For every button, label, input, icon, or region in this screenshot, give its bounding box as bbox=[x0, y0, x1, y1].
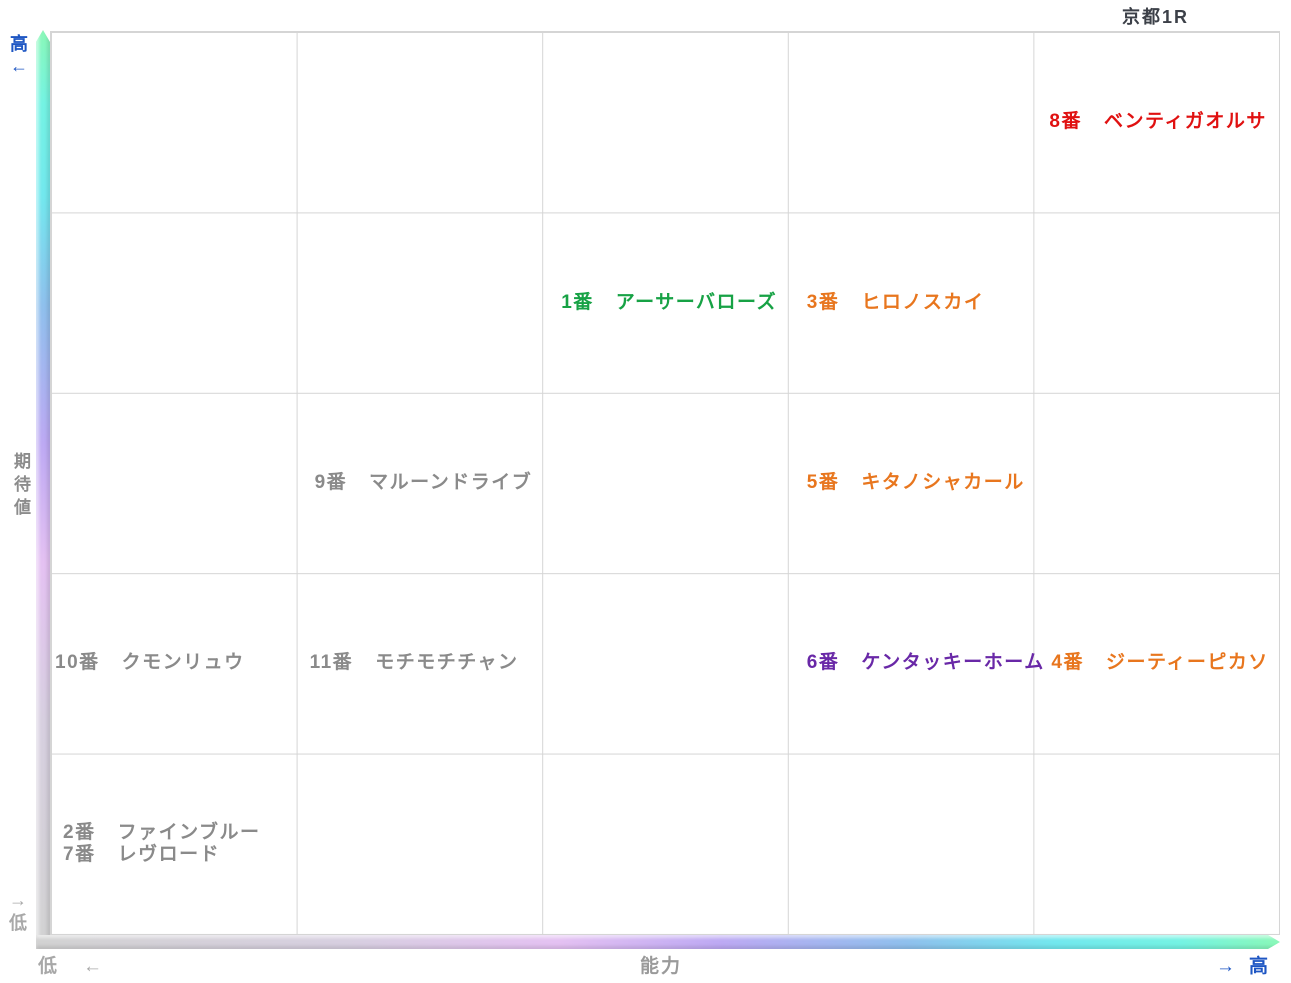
plot-area: 8番 ベンティガオルサ 1番 アーサーバローズ 3番 ヒロノスカイ 9番 マルーンドライブ 5番… bbox=[50, 31, 1280, 935]
horse-name: ヒロノスカイ bbox=[861, 291, 985, 313]
y-axis-name: 期待値 bbox=[11, 452, 30, 521]
horse-entry: 7番 レヴロード bbox=[63, 844, 220, 866]
x-high-arrow-icon: → bbox=[1216, 956, 1235, 977]
horse-entry: 10番 クモンリュウ bbox=[55, 652, 245, 674]
horse-number: 9番 bbox=[314, 472, 348, 493]
x-axis-high-label: → 高 bbox=[1216, 951, 1268, 978]
horse-entry: 6番 ケンタッキーホーム bbox=[807, 652, 1045, 674]
y-low-arrow-icon: → bbox=[9, 890, 27, 910]
x-low-arrow-icon: ← bbox=[83, 956, 103, 977]
horse-number: 4番 bbox=[1051, 652, 1084, 674]
horse-entry: 8番 ベンティガオルサ bbox=[1049, 111, 1266, 133]
horse-number: 11番 bbox=[309, 652, 354, 674]
horse-entry: 2番 ファインブルー bbox=[63, 822, 261, 844]
x-low-text: 低 bbox=[38, 956, 58, 977]
y-high-arrow-icon: ← bbox=[10, 56, 28, 76]
horse-entry: 5番 キタノシャカール bbox=[807, 472, 1025, 494]
horse-name: モチモチチャン bbox=[375, 652, 519, 674]
y-high-text: 高 bbox=[10, 34, 28, 54]
race-title: 京都1R bbox=[1122, 7, 1190, 27]
horse-name: アーサーバローズ bbox=[615, 291, 778, 313]
horse-name: ファインブルー bbox=[117, 821, 261, 843]
y-axis-high-label: 高 ← bbox=[5, 33, 33, 77]
horse-name: ケンタッキーホーム bbox=[861, 652, 1045, 674]
y-axis-low-label: → 低 bbox=[3, 889, 33, 935]
horse-name: ベンティガオルサ bbox=[1103, 111, 1267, 133]
horse-number: 1番 bbox=[561, 291, 594, 313]
x-high-text: 高 bbox=[1249, 956, 1269, 977]
horse-number: 7番 bbox=[63, 843, 96, 865]
horse-entry: 9番 マルーンドライブ bbox=[315, 472, 533, 494]
x-axis-gradient-bar bbox=[36, 935, 1280, 949]
horse-name: クモンリュウ bbox=[121, 652, 245, 674]
horse-entry: 3番 ヒロノスカイ bbox=[807, 292, 985, 314]
horse-number: 6番 bbox=[806, 652, 840, 674]
horse-number: 3番 bbox=[806, 291, 840, 313]
horse-number: 8番 bbox=[1049, 111, 1082, 133]
horse-name: レヴロード bbox=[117, 843, 221, 865]
horse-number: 10番 bbox=[55, 652, 100, 674]
y-axis-gradient-bar bbox=[36, 30, 50, 949]
horse-entry: 1番 アーサーバローズ bbox=[561, 292, 777, 314]
x-axis-name: 能力 bbox=[640, 956, 683, 977]
horse-entry: 11番 モチモチチャン bbox=[310, 652, 519, 674]
horse-number: 5番 bbox=[806, 472, 840, 493]
horse-name: マルーンドライブ bbox=[369, 472, 533, 493]
x-axis-low-label: 低 ← bbox=[38, 951, 102, 978]
horse-entry: 4番 ジーティーピカソ bbox=[1051, 652, 1268, 674]
horse-name: キタノシャカール bbox=[861, 472, 1025, 493]
horse-number: 2番 bbox=[63, 821, 96, 843]
horse-name: ジーティーピカソ bbox=[1105, 652, 1269, 674]
y-low-text: 低 bbox=[9, 913, 27, 933]
